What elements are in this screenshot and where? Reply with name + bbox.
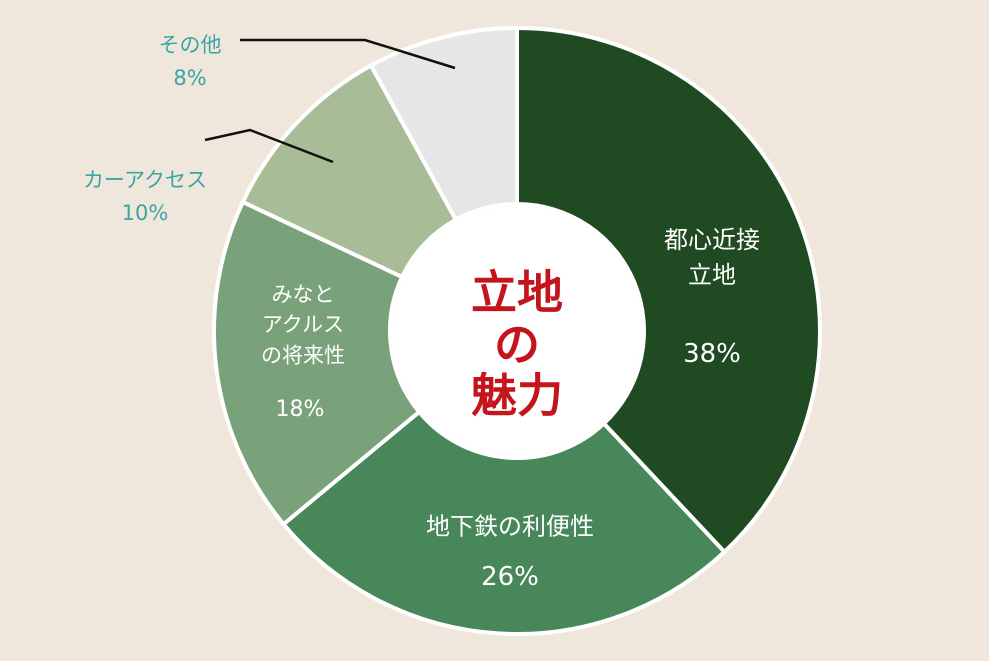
donut-hole — [392, 206, 642, 456]
donut-slice — [212, 199, 422, 527]
slice-label: 都心近接 立地 — [664, 226, 760, 289]
value-label: 18% — [275, 397, 325, 423]
slice-label: その他 — [158, 32, 222, 57]
slice-label: カーアクセス — [82, 167, 208, 192]
donut-slice — [280, 409, 728, 636]
slice-label: 地下鉄の利便性 — [426, 512, 594, 541]
donut-slice — [368, 25, 519, 223]
value-label: 8% — [173, 65, 207, 90]
value-label: 26% — [481, 562, 539, 593]
donut-slice — [515, 25, 822, 555]
value-label: 38% — [683, 339, 741, 370]
chart-title: 立地 の 魅力 — [471, 265, 563, 423]
leader-line — [240, 38, 456, 70]
slice-label: みなと アクルス の将来性 — [261, 282, 345, 368]
value-label: 10% — [121, 200, 169, 225]
donut-slice — [240, 62, 459, 280]
leader-line — [204, 128, 334, 164]
